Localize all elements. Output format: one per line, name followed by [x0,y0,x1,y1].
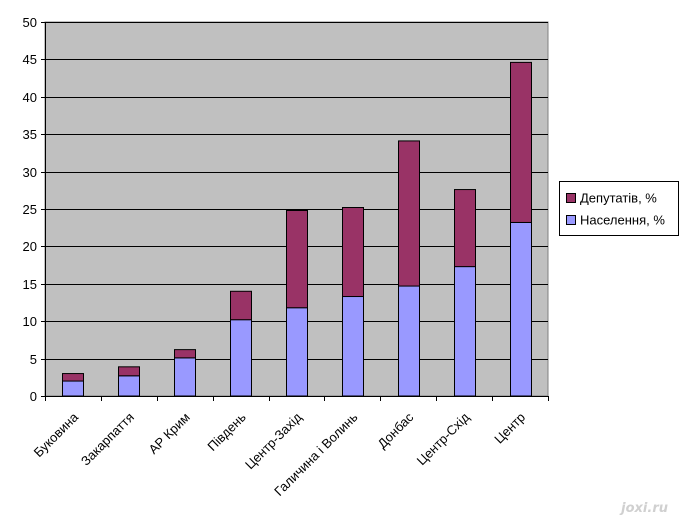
x-category-label: Донбас [375,409,417,451]
bar-deputies [118,366,140,377]
bar-deputies [174,349,196,359]
x-category-label: Південь [204,409,249,454]
legend-label: Депутатів, % [580,191,657,206]
axes [41,22,549,401]
y-tick-label: 10 [23,314,37,329]
bar-population [174,357,196,397]
bar-deputies [454,189,476,268]
bar-deputies [398,140,420,287]
x-category-label: АР Крим [145,409,192,456]
y-tick-label: 35 [23,127,37,142]
bar-population [398,285,420,397]
x-category-label: Центр [491,410,528,447]
legend-swatch [566,193,576,203]
bar-population [342,296,364,397]
y-tick-label: 20 [23,239,37,254]
y-tick-labels: 0 5 10 15 20 25 30 35 40 45 50 [23,15,37,404]
bar-population [62,380,84,397]
y-tick-label: 0 [30,389,37,404]
bar-deputies [230,290,252,321]
bars [62,61,532,397]
legend: Депутатів, % Населення, % [559,181,679,236]
x-category-label: Буковина [31,409,82,460]
bar-population [286,307,308,397]
bar-deputies [342,207,364,298]
bar-population [118,375,140,397]
y-tick-label: 25 [23,202,37,217]
legend-label: Населення, % [580,213,665,228]
y-tick-label: 45 [23,52,37,67]
bar-deputies [510,61,532,223]
y-tick-label: 40 [23,90,37,105]
y-tick-label: 15 [23,277,37,292]
legend-swatch [566,215,576,225]
bar-deputies [286,209,308,309]
x-category-label: Центр-Схід [414,409,473,468]
y-tick-label: 5 [30,352,37,367]
bar-population [230,319,252,397]
bar-population [454,266,476,397]
y-tick-label: 30 [23,165,37,180]
bar-population [510,221,532,397]
legend-box [559,181,679,236]
y-tick-label: 50 [23,15,37,30]
x-category-label: Закарпаття [78,410,137,469]
watermark-text: joxi.ru [619,501,668,516]
bar-deputies [62,373,84,382]
